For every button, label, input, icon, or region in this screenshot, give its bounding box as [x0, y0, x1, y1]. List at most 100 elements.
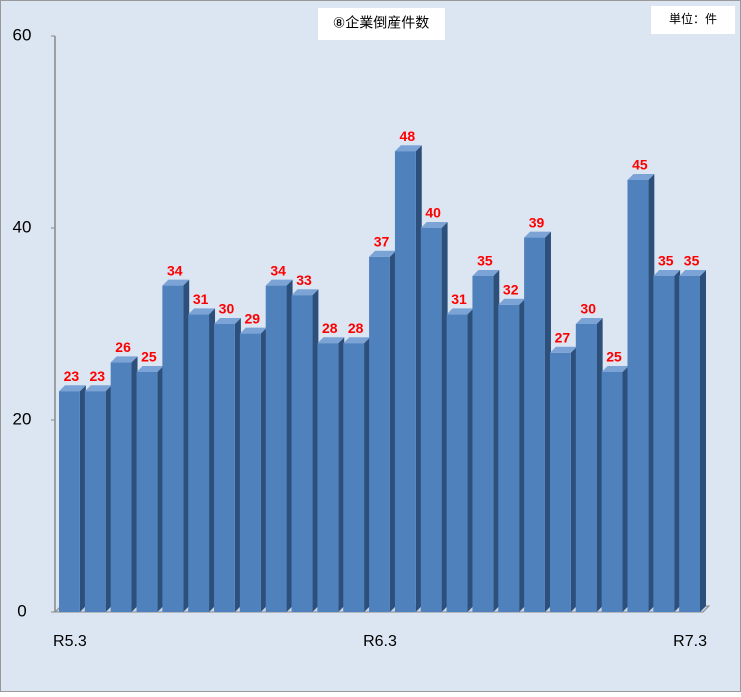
bar: [265, 285, 287, 612]
bar: [291, 295, 313, 612]
data-label: 30: [219, 301, 235, 317]
data-label: 23: [64, 368, 80, 384]
bar-side: [674, 270, 681, 612]
data-label: 27: [555, 330, 571, 346]
data-label: 25: [606, 349, 622, 365]
bar: [498, 304, 520, 612]
bar-top: [679, 270, 706, 276]
data-label: 29: [245, 310, 261, 326]
data-label: 31: [451, 291, 467, 307]
bar-top: [446, 308, 474, 315]
bar-top: [265, 279, 293, 286]
bar: [84, 391, 106, 612]
bar-side: [700, 270, 706, 612]
data-label: 37: [374, 234, 390, 250]
bar: [446, 314, 468, 612]
bar-top: [84, 385, 112, 392]
unit-note: 単位：件: [669, 11, 717, 26]
bar-top: [214, 318, 241, 324]
bar: [317, 343, 339, 612]
bar-side: [286, 279, 293, 612]
bar-top: [498, 298, 526, 305]
data-label: 40: [425, 205, 441, 221]
x-tick-label: R5.3: [53, 633, 87, 650]
bar-top: [291, 289, 319, 296]
bar-side: [519, 298, 526, 612]
bar-side: [364, 337, 371, 612]
data-label: 28: [322, 320, 338, 336]
data-label: 32: [503, 282, 519, 298]
bar-side: [79, 385, 86, 612]
data-label: 25: [141, 349, 157, 365]
data-label: 30: [580, 301, 596, 317]
bar-side: [622, 366, 629, 612]
bar-top: [472, 270, 500, 276]
bar-side: [131, 356, 138, 612]
data-label: 35: [477, 253, 493, 269]
bar-top: [524, 231, 551, 238]
bar-side: [570, 346, 577, 612]
data-label: 26: [115, 339, 131, 355]
bar-top: [239, 327, 267, 334]
bar-top: [575, 318, 603, 324]
data-label: 33: [296, 272, 312, 288]
bar-side: [312, 289, 319, 612]
bar-side: [648, 174, 655, 612]
bar-top: [162, 279, 190, 286]
bar: [420, 228, 442, 612]
bar-side: [105, 385, 112, 612]
bar-side: [467, 308, 474, 612]
bar: [601, 372, 623, 612]
y-tick-label: 0: [17, 601, 26, 620]
bar-side: [441, 222, 448, 612]
bar-top: [110, 356, 138, 363]
bar-top: [188, 308, 216, 315]
bar-side: [596, 318, 603, 612]
data-label: 45: [632, 157, 648, 173]
bar-side: [389, 250, 396, 613]
bar-side: [544, 231, 551, 612]
data-label: 34: [270, 262, 286, 278]
data-label: 39: [529, 214, 545, 230]
data-label: 35: [658, 253, 674, 269]
bar: [110, 362, 132, 612]
title-box: [318, 8, 445, 40]
bar: [575, 324, 597, 612]
data-label: 23: [89, 368, 105, 384]
data-label: 31: [193, 291, 209, 307]
bar-top: [549, 346, 577, 353]
bar-side: [260, 327, 267, 612]
bar: [188, 314, 210, 612]
bar-side: [234, 318, 241, 612]
bar: [627, 180, 649, 612]
bar-top: [369, 250, 396, 257]
bar-top: [601, 366, 629, 372]
bar-side: [493, 270, 500, 612]
bar-side: [338, 337, 345, 612]
bar: [524, 237, 545, 612]
bar: [214, 324, 235, 612]
y-tick-label: 40: [13, 217, 32, 236]
bar-top: [343, 337, 371, 344]
bar-side: [183, 279, 190, 612]
bar: [369, 256, 390, 612]
bar-top: [59, 385, 86, 392]
bar-top: [394, 145, 422, 152]
bar-top: [627, 174, 655, 180]
bar-side: [415, 145, 422, 612]
data-label: 34: [167, 262, 183, 278]
bar-top: [653, 270, 681, 276]
bar-top: [317, 337, 345, 344]
bar: [136, 372, 158, 612]
bar: [472, 276, 494, 612]
bar: [394, 151, 416, 612]
y-tick-label: 20: [13, 409, 32, 428]
bar: [653, 276, 675, 612]
x-tick-label: R6.3: [363, 633, 397, 650]
data-label: 48: [400, 128, 416, 144]
bar-side: [209, 308, 216, 612]
bar: [59, 391, 80, 612]
bar: [679, 276, 700, 612]
data-label: 28: [348, 320, 364, 336]
